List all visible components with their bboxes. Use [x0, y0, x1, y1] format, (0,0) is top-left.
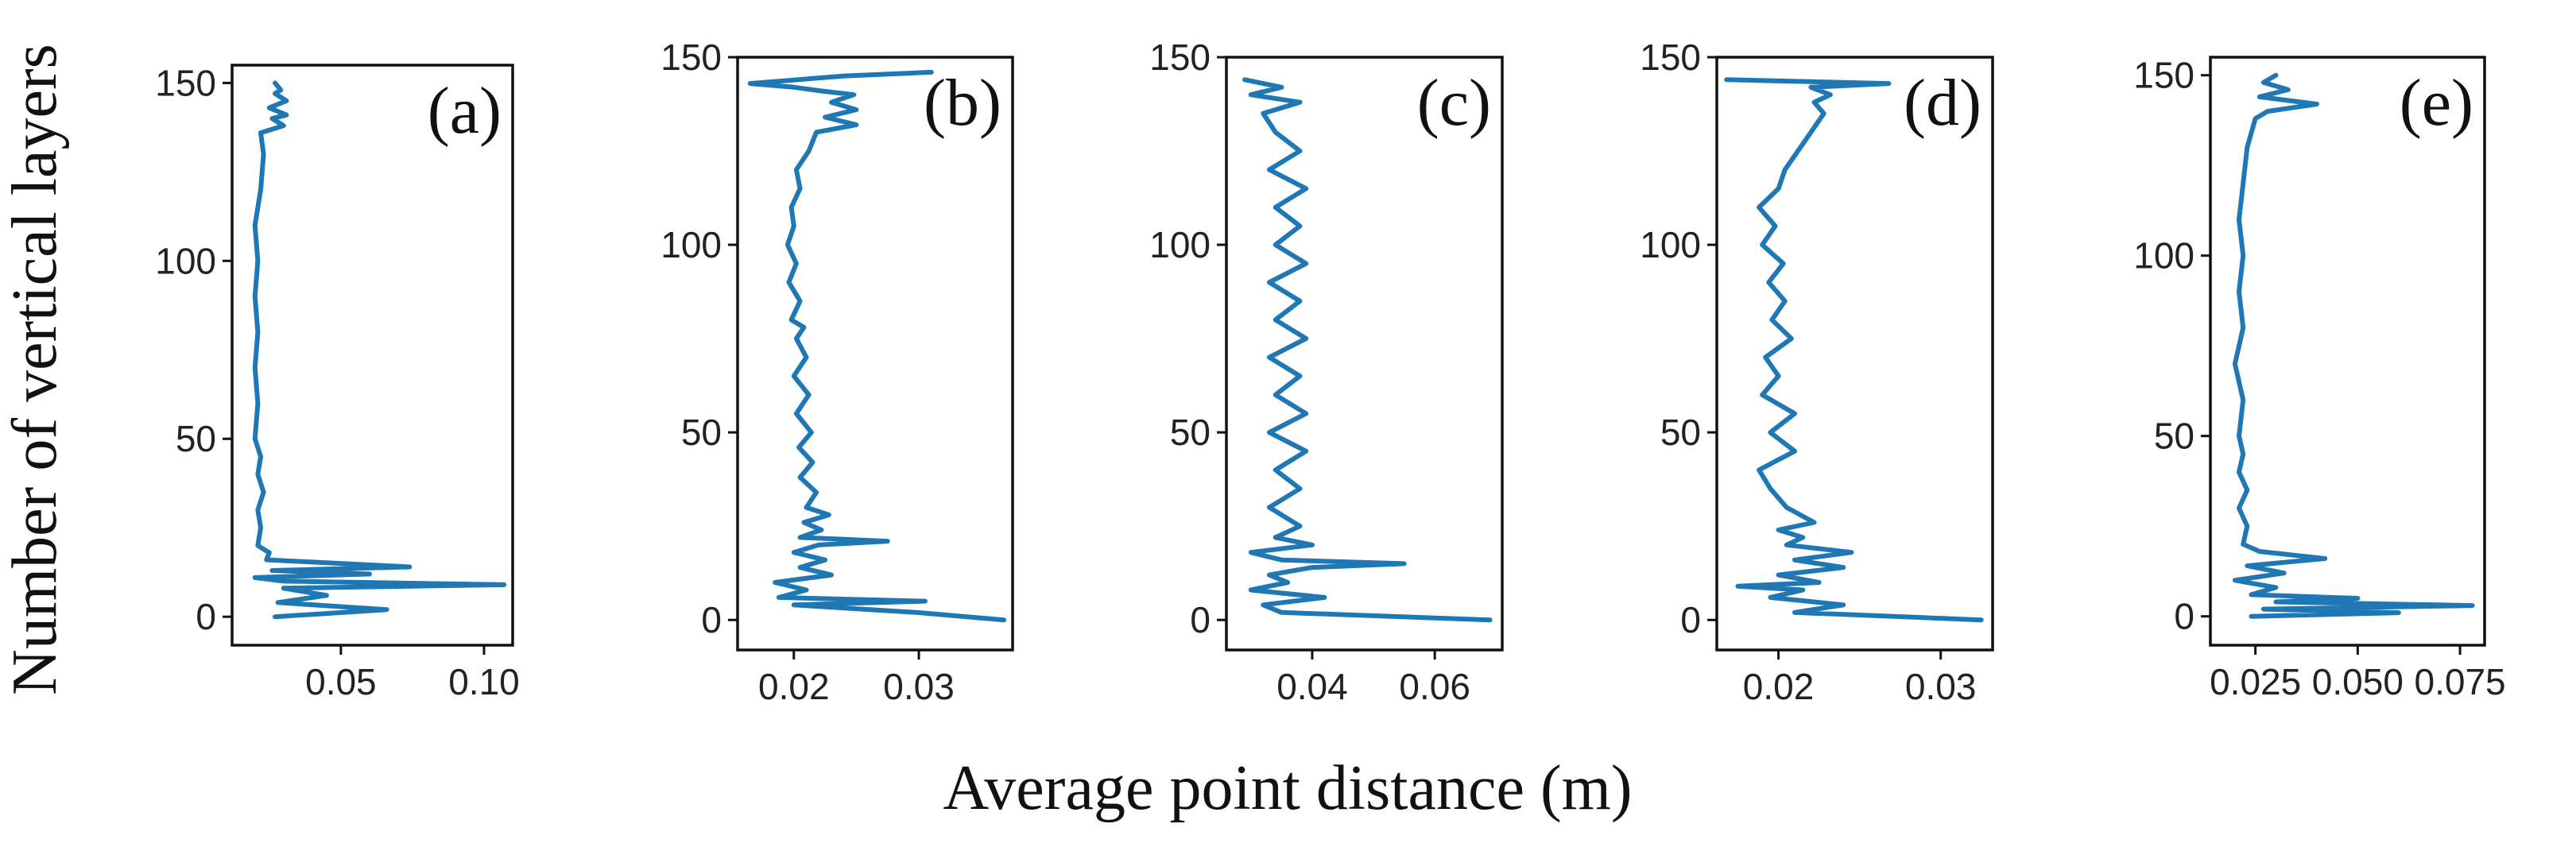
x-tick-label: 0.03	[1905, 666, 1977, 707]
series-line	[252, 80, 507, 620]
chart-panel: 0 50 100 150 0.025 0.050 0.075 (e)	[2133, 55, 2505, 702]
x-tick-label: 0.10	[448, 661, 520, 702]
series-line	[1242, 77, 1493, 623]
x-tick-label: 0.02	[1743, 666, 1815, 707]
y-tick-label: 100	[1640, 224, 1701, 265]
x-tick-label: 0.02	[758, 666, 830, 707]
y-tick-label: 50	[1170, 412, 1211, 453]
y-tick-label: 150	[1149, 37, 1211, 78]
y-tick-label: 100	[660, 224, 722, 265]
y-tick-label: 50	[176, 418, 216, 459]
y-tick-label: 150	[1640, 37, 1701, 78]
plot-frame	[1225, 56, 1504, 652]
y-tick-label: 0	[2174, 596, 2194, 637]
x-tick-label: 0.06	[1399, 666, 1470, 707]
x-tick-label: 0.025	[2210, 661, 2301, 702]
chart-panel: 0 50 100 150 0.02 0.03 (d)	[1640, 37, 1994, 707]
y-tick-label: 150	[2133, 55, 2194, 96]
y-tick-label: 150	[660, 37, 722, 78]
y-tick-label: 0	[1190, 599, 1211, 640]
x-tick-label: 0.04	[1276, 666, 1348, 707]
x-axis-title: Average point distance (m)	[943, 753, 1632, 823]
panel-label: (a)	[428, 74, 502, 148]
y-tick-label: 0	[701, 599, 722, 640]
y-tick-label: 100	[1149, 224, 1211, 265]
y-tick-label: 0	[1680, 599, 1701, 640]
series-line	[2232, 72, 2475, 619]
chart-panel: 0 50 100 150 0.05 0.10 (a)	[155, 62, 519, 702]
x-tick-label: 0.050	[2312, 661, 2404, 702]
panels-group: 0 50 100 150 0.05 0.10 (a) 0 50 100 150 0.02 0.03 (b)…	[155, 37, 2505, 707]
y-tick-label: 50	[2154, 416, 2194, 457]
y-tick-label: 0	[196, 596, 216, 637]
y-tick-label: 100	[2133, 235, 2194, 277]
y-tick-label: 50	[1660, 412, 1701, 453]
x-tick-label: 0.075	[2415, 661, 2506, 702]
plot-frame	[230, 64, 514, 647]
chart-panel: 0 50 100 150 0.02 0.03 (b)	[660, 37, 1014, 707]
panel-label: (b)	[924, 66, 1001, 140]
chart-panel: 0 50 100 150 0.04 0.06 (c)	[1149, 37, 1504, 707]
y-tick-label: 150	[155, 62, 216, 103]
panel-label: (d)	[1904, 66, 1981, 140]
y-axis-title: Number of vertical layers	[0, 44, 70, 695]
plot-frame	[1715, 56, 1994, 652]
panel-label: (e)	[2400, 66, 2473, 140]
plot-frame	[736, 56, 1014, 652]
series-line	[747, 69, 1006, 623]
x-tick-label: 0.03	[883, 666, 955, 707]
series-line	[1724, 77, 1984, 623]
panel-label: (c)	[1417, 66, 1491, 140]
y-tick-label: 100	[155, 240, 216, 281]
x-tick-label: 0.05	[305, 661, 377, 702]
plot-frame	[2209, 56, 2486, 647]
y-tick-label: 50	[681, 412, 722, 453]
